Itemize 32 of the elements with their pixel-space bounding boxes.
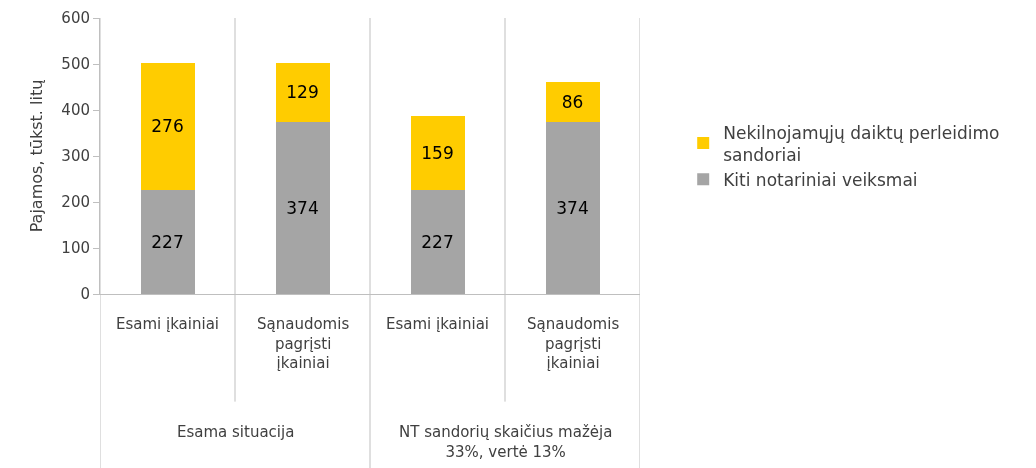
- y-tick-label: 200: [61, 193, 90, 212]
- x-tick-label: Sąnaudomis pagrįsti įkainiai: [257, 315, 350, 372]
- bar: [545, 82, 600, 122]
- bar: [545, 121, 600, 294]
- data-label: 86: [561, 92, 584, 113]
- bar: [275, 121, 330, 294]
- legend-label: Nekilnojamųjų daiktų perleidimo sandoriai: [723, 122, 1000, 165]
- y-tick-label: 500: [61, 55, 90, 74]
- bar: [410, 116, 465, 190]
- bar: [275, 62, 330, 122]
- x-tick-label: Sąnaudomis pagrįsti įkainiai: [527, 315, 620, 372]
- x-tick-label: Esami įkainiai: [386, 315, 490, 333]
- text: Esama situacija: [177, 423, 295, 441]
- y-axis-title: Pajamos, tūkst. litų: [27, 79, 47, 233]
- legend-label: Kiti notariniai veiksmai: [723, 169, 918, 190]
- y-tick-label: 600: [61, 9, 90, 28]
- y-tick-label: 0: [80, 285, 90, 304]
- data-label: 276: [151, 116, 184, 137]
- data-label: 227: [421, 231, 454, 252]
- data-label: 159: [421, 143, 454, 164]
- data-label: 227: [151, 231, 184, 252]
- y-tick-label: 400: [61, 101, 90, 120]
- bar: [140, 189, 195, 294]
- bar: [140, 62, 195, 190]
- y-tick-label: 100: [61, 239, 90, 258]
- data-label: 374: [286, 197, 319, 218]
- bar: [410, 189, 465, 294]
- y-tick-label: 300: [61, 147, 90, 166]
- text: NT sandorių skaičius mažėja 33%, vertė 13%: [399, 423, 613, 461]
- data-label: 129: [286, 82, 319, 103]
- data-label: 374: [556, 197, 589, 218]
- x-tick-label: Esami įkainiai: [116, 315, 220, 333]
